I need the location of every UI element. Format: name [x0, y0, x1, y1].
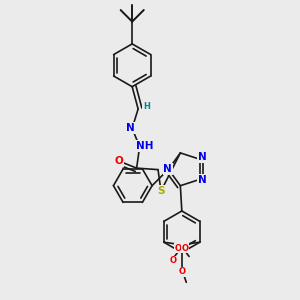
Text: O: O	[169, 256, 177, 266]
Text: N: N	[198, 152, 206, 162]
Text: O: O	[114, 156, 123, 166]
Text: H: H	[143, 102, 150, 111]
Text: O: O	[182, 244, 189, 253]
Text: N: N	[126, 123, 135, 133]
Text: N: N	[164, 164, 172, 174]
Text: N: N	[198, 175, 206, 185]
Text: NH: NH	[136, 141, 154, 151]
Text: O: O	[178, 267, 185, 276]
Text: O: O	[175, 244, 182, 253]
Text: S: S	[157, 186, 165, 196]
